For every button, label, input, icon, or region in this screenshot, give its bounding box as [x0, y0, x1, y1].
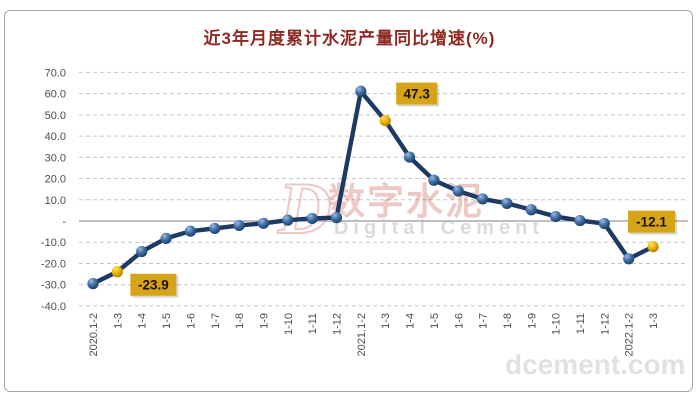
x-axis-labels: 2020.1-2 1-3 1-4 1-5 1-6 1-7 1-8 1-9 1-10 1-11 1-1…: [88, 313, 660, 356]
data-point-marker: [136, 245, 148, 258]
x-axis-tick-label: 1-8: [502, 313, 514, 329]
x-axis-tick-label: 1-3: [648, 313, 660, 329]
y-axis-tick-label: -10.0: [41, 237, 66, 249]
data-points: [87, 85, 659, 290]
callout-box: [628, 210, 676, 233]
watermark-en-text: Digital Cement: [334, 217, 544, 239]
callout-value-label: -23.9: [138, 278, 169, 293]
callout-value-label: -12.1: [636, 215, 667, 230]
y-axis-tick-label: 10.0: [45, 195, 66, 207]
data-point-marker: [282, 214, 294, 226]
watermark-site-text: dcement.com: [505, 349, 686, 380]
x-axis-tick-label: 1-9: [258, 313, 270, 329]
y-axis-tick-label: -40.0: [41, 301, 66, 313]
x-axis-tick-label: 1-7: [478, 313, 490, 329]
data-point-marker: [550, 210, 562, 223]
y-axis-tick-label: 60.0: [45, 89, 66, 101]
x-axis-tick-label: 1-10: [551, 313, 563, 335]
y-axis-tick-label: -20.0: [41, 258, 66, 270]
data-point-marker: [501, 197, 513, 209]
x-axis-tick-label: 2022.1-2: [624, 313, 636, 356]
y-axis-tick-label: 40.0: [45, 131, 66, 143]
y-axis-tick-label: 50.0: [45, 110, 66, 122]
data-point-marker: [306, 212, 318, 225]
x-axis-tick-label: 1-3: [112, 313, 124, 329]
y-axis-tick-label: -: [62, 216, 66, 228]
data-point-marker-highlighted: [379, 114, 391, 127]
x-axis-tick-label: 1-4: [137, 313, 149, 329]
x-axis-tick-label: 1-3: [380, 313, 392, 329]
data-point-marker: [403, 151, 416, 163]
x-axis-tick-label: 2020.1-2: [88, 313, 100, 356]
x-axis-tick-label: 1-5: [161, 313, 173, 329]
x-axis-tick-label: 1-11: [307, 313, 319, 334]
data-point-marker: [257, 217, 270, 229]
x-axis-tick-label: 1-7: [210, 313, 222, 329]
data-label-callouts: -23.9 47.3 -12.1: [130, 82, 678, 298]
y-axis-tick-label: -30.0: [41, 280, 66, 292]
callout-value-label: 47.3: [404, 87, 431, 102]
data-point-marker: [525, 204, 537, 216]
data-point-marker: [355, 85, 367, 97]
x-axis-tick-label: 1-9: [526, 313, 538, 329]
y-axis-tick-label: 70.0: [45, 67, 66, 79]
data-point-marker: [184, 225, 196, 237]
x-axis-tick-label: 1-12: [599, 313, 611, 335]
callout-box: [396, 82, 438, 105]
data-point-marker: [623, 253, 635, 265]
data-point-marker: [233, 219, 245, 232]
x-axis-tick-label: 1-10: [283, 313, 295, 335]
x-axis-tick-label: 1-11: [575, 313, 587, 334]
data-point-marker: [452, 185, 464, 197]
gridlines: 70.0 60.0 50.0 40.0 30.0 20.0 10.0 - -10.0 -20.0 -…: [41, 67, 688, 313]
x-axis-tick-label: 1-8: [234, 313, 246, 329]
x-axis-tick-label: 2021.1-2: [356, 313, 368, 356]
data-point-marker: [598, 217, 610, 230]
data-point-marker-highlighted: [647, 241, 659, 253]
data-point-marker: [574, 214, 586, 227]
x-axis-tick-label: 1-6: [185, 313, 197, 329]
x-axis-tick-label: 1-4: [405, 313, 417, 329]
chart-title: 近3年月度累计水泥产量同比增速(%): [203, 29, 496, 48]
data-point-marker: [87, 278, 99, 290]
data-point-marker: [160, 232, 172, 245]
x-axis-tick-label: 1-6: [453, 313, 465, 329]
y-axis-tick-label: 30.0: [45, 152, 66, 164]
watermark-logo-d: D: [277, 168, 331, 250]
callout-box: [130, 273, 177, 296]
data-point-marker: [428, 174, 440, 186]
data-point-marker: [330, 212, 343, 224]
x-axis-tick-label: 1-5: [429, 313, 441, 329]
y-axis-tick-label: 20.0: [45, 174, 66, 186]
data-point-marker: [209, 222, 221, 235]
x-axis-tick-label: 1-12: [332, 313, 344, 335]
data-point-marker: [477, 193, 489, 205]
chart-frame: [4, 10, 693, 392]
data-point-marker-highlighted: [111, 266, 123, 278]
